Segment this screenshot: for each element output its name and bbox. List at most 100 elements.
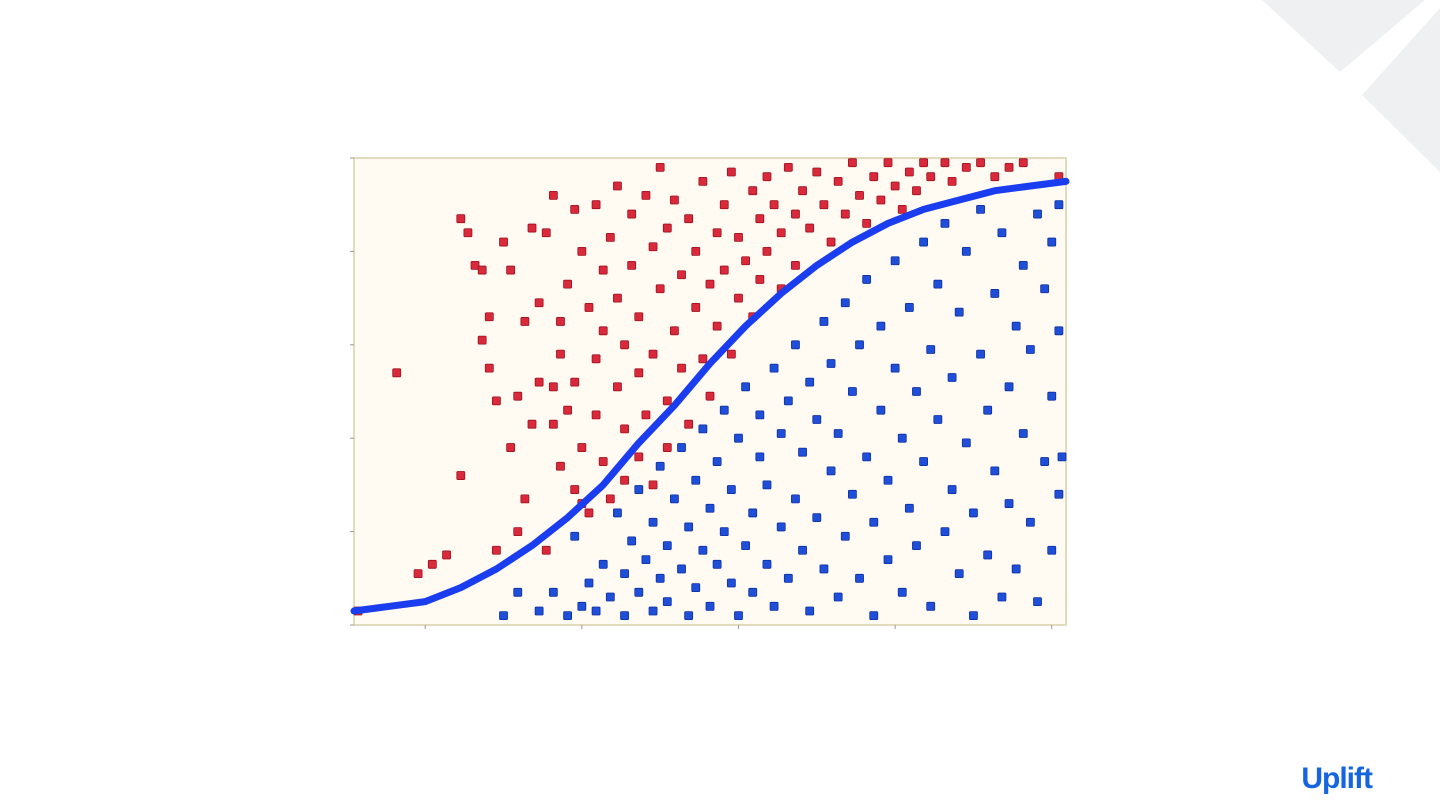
blue-point [563, 611, 573, 621]
red-point [662, 223, 672, 233]
blue-point [883, 475, 893, 485]
red-point [598, 457, 608, 466]
blue-point [883, 555, 893, 565]
blue-point [783, 396, 793, 406]
blue-point [499, 611, 508, 621]
red-point [762, 247, 772, 256]
red-point [613, 293, 622, 303]
red-point [613, 181, 622, 191]
blue-point [897, 587, 907, 597]
red-point [805, 223, 815, 233]
red-point [556, 349, 565, 359]
blue-point [762, 559, 772, 569]
red-point [847, 158, 857, 168]
red-point [591, 354, 601, 364]
blue-point [926, 345, 936, 354]
red-point [677, 270, 686, 280]
blue-point [826, 466, 836, 476]
blue-point [662, 597, 672, 607]
blue-point [1018, 261, 1028, 270]
red-point [890, 181, 900, 191]
red-point [491, 396, 501, 406]
red-point [726, 349, 736, 359]
red-point [662, 443, 672, 452]
blue-point [933, 415, 943, 424]
blue-point [712, 457, 722, 466]
blue-point [634, 587, 644, 597]
red-point [463, 228, 473, 238]
blue-point [620, 569, 629, 579]
red-point [620, 424, 629, 434]
blue-point [705, 503, 715, 513]
red-point [620, 340, 629, 350]
red-point [791, 209, 800, 219]
blue-point [769, 601, 779, 611]
red-point [591, 410, 601, 420]
blue-point [755, 452, 765, 462]
red-point [634, 312, 644, 322]
red-point [641, 410, 651, 420]
blue-point [897, 433, 907, 443]
red-point [855, 190, 864, 200]
blue-point [655, 573, 665, 583]
chart [348, 150, 1078, 640]
red-point [1004, 162, 1014, 172]
red-point [456, 214, 466, 224]
blue-point [719, 527, 729, 537]
red-point [912, 186, 921, 196]
red-point [570, 377, 580, 387]
red-point [819, 200, 829, 210]
red-point [712, 321, 722, 331]
red-point [491, 545, 501, 555]
red-point [499, 237, 508, 247]
blue-point [1011, 321, 1021, 331]
blue-point [705, 601, 715, 611]
red-point [769, 200, 779, 210]
blue-point [890, 256, 900, 266]
blue-point [1040, 457, 1050, 466]
blue-point [940, 218, 950, 228]
blue-point [812, 415, 822, 424]
red-point [577, 443, 587, 452]
blue-point [969, 508, 978, 518]
blue-point [798, 545, 807, 555]
red-point [726, 167, 736, 177]
blue-point [847, 387, 857, 396]
red-point [662, 396, 672, 406]
blue-point [969, 611, 978, 621]
blue-point [983, 550, 993, 560]
blue-point [677, 443, 686, 452]
red-point [548, 419, 558, 429]
red-point [570, 485, 580, 494]
blue-point [819, 317, 829, 326]
blue-point [776, 522, 786, 532]
red-point [527, 419, 537, 429]
blue-point [1040, 284, 1050, 294]
blue-point [570, 531, 580, 541]
blue-point [798, 447, 807, 457]
blue-point [598, 559, 608, 569]
red-point [762, 172, 772, 182]
red-point [990, 172, 1000, 182]
red-point [961, 162, 971, 172]
blue-point [698, 545, 708, 555]
blue-point [997, 228, 1007, 238]
red-point [627, 209, 637, 219]
blue-point [833, 592, 843, 602]
red-point [705, 391, 715, 401]
blue-point [1026, 517, 1035, 527]
red-point [648, 480, 658, 490]
red-point [620, 475, 629, 485]
red-point [833, 176, 843, 186]
red-point [1018, 158, 1028, 168]
blue-point [990, 289, 1000, 298]
blue-point [677, 564, 686, 574]
blue-point [912, 541, 921, 551]
blue-point [698, 424, 708, 434]
red-point [570, 204, 580, 214]
red-point [947, 176, 957, 186]
blue-point [926, 601, 936, 611]
red-point [669, 195, 679, 205]
blue-point [997, 592, 1007, 602]
